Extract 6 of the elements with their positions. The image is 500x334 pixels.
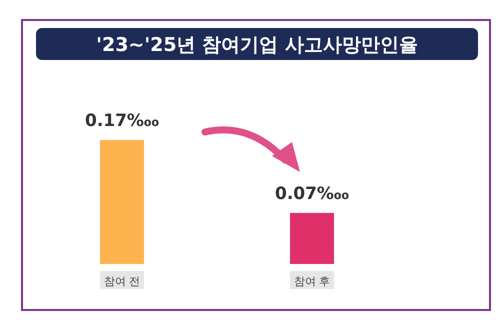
chart-title: '23~'25년 참여기업 사고사망만인율 — [96, 34, 418, 56]
x-tick-label: 참여 후 — [294, 275, 330, 288]
x-tick-label: 참여 전 — [104, 275, 140, 288]
data-label: 0.07‱ — [274, 184, 350, 204]
data-label: 0.17‱ — [84, 111, 160, 131]
title: '23~'25년 참여기업 사고사망만인율 — [36, 28, 478, 60]
